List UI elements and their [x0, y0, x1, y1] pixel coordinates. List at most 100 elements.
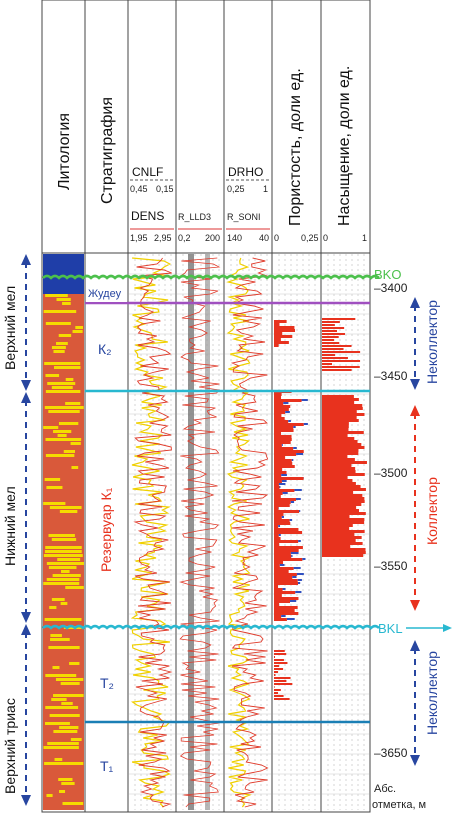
porosity-fill	[274, 683, 293, 685]
porosity-blue-fill	[296, 453, 304, 455]
lithology-sand-layer	[51, 386, 73, 389]
porosity-blue-fill	[278, 483, 286, 485]
porosity-blue-fill	[290, 501, 295, 503]
porosity-fill	[274, 335, 293, 338]
saturation-fill	[322, 330, 337, 332]
saturation-max: 1	[362, 233, 367, 243]
porosity-fill	[274, 540, 299, 543]
porosity-blue-fill	[290, 552, 299, 554]
lithology-sand-layer	[65, 378, 74, 381]
saturation-fill	[322, 336, 339, 338]
porosity-fill	[274, 612, 299, 615]
porosity-blue-fill	[297, 579, 302, 581]
porosity-blue-fill	[278, 534, 281, 536]
porosity-fill	[274, 338, 281, 341]
drho-label: DRHO	[228, 165, 263, 179]
porosity-fill	[274, 320, 287, 323]
lithology-header: Литология	[56, 113, 73, 190]
strat-t2: Т₂	[100, 675, 114, 691]
porosity-fill	[274, 480, 282, 483]
dens-min: 1,95	[130, 233, 148, 243]
porosity-fill	[274, 459, 292, 462]
lithology-sand-layer	[48, 646, 80, 649]
lithology-sand-layer	[47, 742, 79, 745]
porosity-fill	[274, 435, 292, 438]
r-lld3-curve	[179, 257, 221, 808]
strat-t1: Т₁	[100, 758, 114, 774]
saturation-fill	[322, 398, 359, 401]
lithology-sand-layer	[65, 402, 81, 405]
saturation-fill	[322, 503, 362, 506]
porosity-min: 0	[274, 233, 279, 243]
porosity-blue-fill	[302, 558, 306, 560]
porosity-fill	[274, 668, 284, 670]
saturation-fill	[322, 369, 352, 371]
porosity-blue-fill	[301, 399, 308, 401]
saturation-fill	[322, 404, 363, 407]
porosity-max: 0,25	[301, 233, 319, 243]
lithology-sand-layer	[45, 390, 81, 393]
saturation-fill	[322, 479, 353, 482]
cnlf-label: CNLF	[132, 165, 163, 179]
lithology-sand-layer	[49, 714, 80, 717]
formation-boundaries	[42, 274, 380, 724]
lithology-sand-layer	[46, 578, 80, 581]
saturation-fill	[322, 515, 350, 518]
porosity-fill	[274, 341, 289, 344]
lithology-sand-layer	[44, 618, 82, 621]
porosity-blue-fill	[288, 420, 291, 422]
porosity-fill	[274, 686, 275, 688]
saturation-fill	[322, 434, 348, 437]
porosity-fill	[274, 555, 292, 558]
saturation-fill	[322, 497, 365, 500]
lithology-top-layer	[43, 254, 84, 294]
porosity-fill	[274, 504, 290, 507]
lithology-sand-layer	[58, 334, 72, 337]
porosity-fill	[274, 692, 279, 694]
lithology-sand-layer	[43, 554, 83, 557]
porosity-blue-fill	[289, 519, 293, 521]
porosity-blue-fill	[293, 426, 296, 428]
porosity-blue-fill	[283, 402, 289, 404]
saturation-fill	[322, 554, 364, 557]
porosity-blue-fill	[286, 618, 295, 620]
saturation-fill	[322, 533, 355, 536]
porosity-blue-fill	[281, 444, 283, 446]
porosity-blue-fill	[281, 474, 287, 476]
porosity-fill	[274, 579, 298, 582]
porosity-blue-fill	[298, 582, 301, 584]
porosity-blue-fill	[295, 591, 302, 593]
saturation-fill	[322, 357, 348, 359]
porosity-blue-fill	[281, 480, 287, 482]
saturation-fill	[322, 455, 348, 458]
depth-tick-label: –3650	[374, 746, 408, 760]
lithology-sand-layer	[55, 678, 84, 681]
saturation-fill	[322, 446, 365, 449]
lithology-sand-layer	[46, 794, 53, 797]
porosity-fill	[274, 525, 279, 528]
porosity-fill	[274, 450, 304, 453]
marker-bkl: BKL	[378, 621, 403, 636]
lithology-sand-layer	[44, 762, 84, 765]
column-frames	[41, 0, 371, 813]
resistivity-band	[205, 254, 210, 810]
saturation-fill	[322, 395, 354, 398]
saturation-fill	[322, 512, 366, 515]
saturation-fill	[322, 437, 355, 440]
porosity-fill	[274, 453, 297, 456]
porosity-fill	[274, 408, 289, 411]
r-soni-curve	[230, 257, 269, 808]
porosity-blue-fill	[291, 459, 294, 461]
porosity-fill	[274, 326, 295, 329]
lithology-sand-layer	[57, 558, 81, 561]
saturation-fill	[322, 443, 362, 446]
saturation-fill	[322, 494, 363, 497]
porosity-blue-fill	[296, 573, 304, 575]
lithology-sand-layer	[44, 722, 70, 725]
saturation-fill	[322, 548, 366, 551]
porosity-blue-fill	[281, 615, 286, 617]
lithology-sand-layer	[53, 350, 65, 353]
porosity-blue-fill	[290, 600, 297, 602]
saturation-fill	[322, 419, 359, 422]
